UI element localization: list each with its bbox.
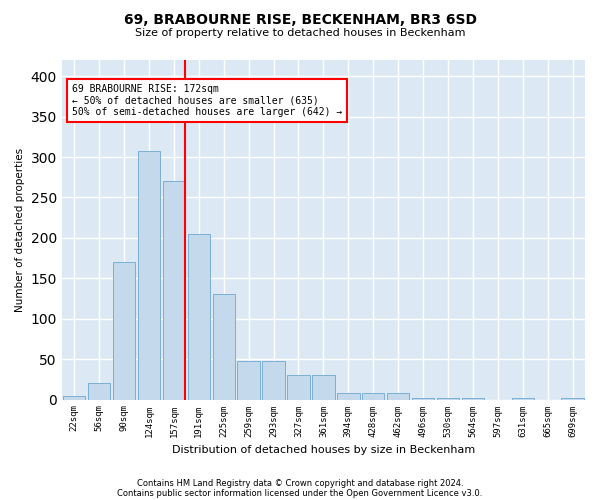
Bar — [262, 360, 285, 400]
Bar — [387, 393, 409, 400]
Bar — [512, 398, 534, 400]
Bar — [163, 182, 185, 400]
Bar — [312, 376, 335, 400]
Bar — [63, 396, 85, 400]
Y-axis label: Number of detached properties: Number of detached properties — [15, 148, 25, 312]
Bar — [88, 384, 110, 400]
Text: Contains HM Land Registry data © Crown copyright and database right 2024.: Contains HM Land Registry data © Crown c… — [137, 478, 463, 488]
Text: Size of property relative to detached houses in Beckenham: Size of property relative to detached ho… — [135, 28, 465, 38]
Text: Contains public sector information licensed under the Open Government Licence v3: Contains public sector information licen… — [118, 488, 482, 498]
Bar — [212, 294, 235, 400]
Bar — [562, 398, 584, 400]
Bar — [461, 398, 484, 400]
Bar — [238, 360, 260, 400]
Bar — [437, 398, 459, 400]
Bar — [412, 398, 434, 400]
Text: 69 BRABOURNE RISE: 172sqm
← 50% of detached houses are smaller (635)
50% of semi: 69 BRABOURNE RISE: 172sqm ← 50% of detac… — [72, 84, 343, 117]
Bar — [362, 393, 385, 400]
Bar — [188, 234, 210, 400]
Bar — [138, 150, 160, 400]
Bar — [337, 393, 359, 400]
X-axis label: Distribution of detached houses by size in Beckenham: Distribution of detached houses by size … — [172, 445, 475, 455]
Text: 69, BRABOURNE RISE, BECKENHAM, BR3 6SD: 69, BRABOURNE RISE, BECKENHAM, BR3 6SD — [124, 12, 476, 26]
Bar — [113, 262, 135, 400]
Bar — [287, 376, 310, 400]
